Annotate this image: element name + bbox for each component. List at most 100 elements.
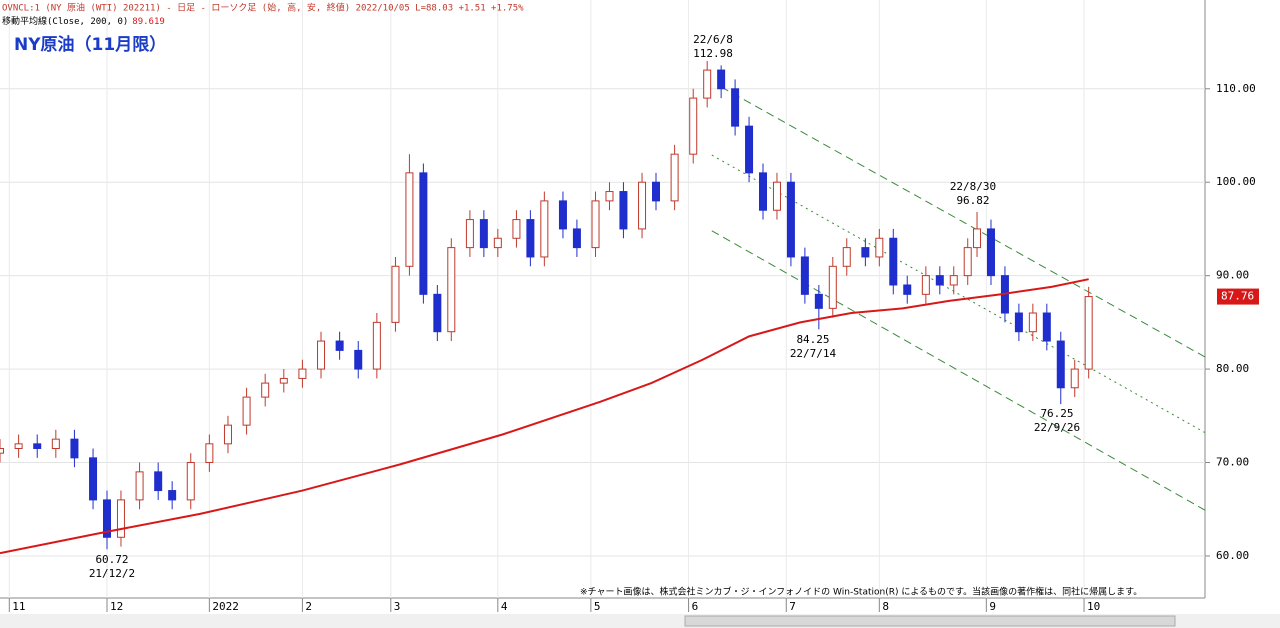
x-tick-label: 10	[1087, 600, 1100, 613]
candle-body	[903, 284, 912, 295]
candle-body	[921, 275, 930, 295]
candle-body	[540, 200, 549, 258]
candle-body	[205, 443, 214, 464]
candle-body	[1042, 312, 1051, 342]
candle-body	[493, 237, 502, 249]
candle-body	[772, 181, 781, 211]
y-tick-label: 60.00	[1216, 549, 1249, 562]
x-tick-label: 4	[501, 600, 508, 613]
x-tick-label: 9	[989, 600, 996, 613]
y-tick-label: 110.00	[1216, 82, 1256, 95]
candle-body	[261, 382, 270, 398]
candle-body	[433, 293, 442, 333]
candle-body	[14, 443, 23, 449]
scroll-thumb[interactable]	[684, 615, 1176, 627]
candle-body	[670, 153, 679, 202]
candle-body	[652, 181, 661, 202]
y-tick-label: 80.00	[1216, 362, 1249, 375]
candle-body	[33, 443, 42, 449]
candle-body	[842, 247, 851, 267]
candle-body	[103, 499, 112, 538]
annotation-value: 76.25	[1040, 407, 1073, 420]
y-tick-label: 90.00	[1216, 269, 1249, 282]
annotation-date: 22/9/26	[1034, 421, 1080, 434]
candle-body	[154, 471, 163, 492]
x-tick-label: 12	[110, 600, 123, 613]
candle-body	[279, 377, 288, 384]
annotation-value: 84.25	[796, 333, 829, 346]
candle-body	[786, 181, 795, 258]
candle-body	[745, 125, 754, 174]
x-tick-label: 3	[394, 600, 401, 613]
candle-body	[800, 256, 809, 295]
x-tick-label: 7	[789, 600, 796, 613]
x-tick-label: 11	[12, 600, 25, 613]
candle-body	[814, 293, 823, 309]
annotation-date: 22/6/8	[693, 33, 733, 46]
candle-body	[116, 499, 125, 538]
candle-body	[619, 191, 628, 230]
candle-body	[186, 462, 195, 501]
candle-body	[861, 247, 870, 258]
candle-body	[828, 265, 837, 309]
candle-body	[419, 172, 428, 295]
ma-label: 移動平均線(Close, 200, 0)	[2, 15, 128, 27]
y-tick-label: 100.00	[1216, 175, 1256, 188]
candle-body	[317, 340, 326, 370]
x-tick-label: 8	[882, 600, 889, 613]
candle-body	[605, 191, 614, 202]
candle-body	[242, 396, 251, 426]
y-tick-label: 70.00	[1216, 456, 1249, 469]
candle-body	[526, 219, 535, 258]
x-tick-label: 2022	[212, 600, 239, 613]
trendline	[720, 86, 1206, 358]
chart-title: NY原油（11月限）	[14, 34, 166, 55]
candle-body	[51, 438, 60, 449]
annotation-date: 22/8/30	[950, 180, 996, 193]
candle-body	[591, 200, 600, 249]
candle-body	[512, 219, 521, 239]
candle-body	[298, 368, 307, 379]
last-price-box	[1217, 288, 1259, 305]
candle-body	[479, 219, 488, 249]
candle-body	[759, 172, 768, 211]
ma-value: 89.619	[132, 17, 165, 27]
source-note: ※チャート画像は、株式会社ミンカブ・ジ・インフォノイドの Win-Station…	[580, 586, 1142, 598]
annotation-value: 112.98	[693, 47, 733, 60]
candle-body	[689, 97, 698, 155]
candle-body	[935, 275, 944, 286]
annotation-value: 60.72	[95, 553, 128, 566]
trendline	[711, 230, 1206, 511]
last-price-label: 87.76	[1221, 290, 1254, 303]
candle-body	[465, 219, 474, 249]
header: OVNCL:1 (NY 原油 (WTI) 202211) - 日足 - ローソク…	[2, 2, 524, 14]
annotation-date: 21/12/2	[89, 567, 135, 580]
candle-body	[372, 321, 381, 370]
trendline	[711, 154, 1206, 434]
candle-body	[89, 457, 98, 501]
ma-legend: 移動平均線(Close, 200, 0) 89.619	[2, 15, 165, 27]
candle-body	[168, 490, 177, 501]
candle-body	[889, 237, 898, 286]
candle-body	[1014, 312, 1023, 333]
candle-body	[963, 247, 972, 277]
candle-body	[1084, 296, 1093, 370]
candle-body	[1056, 340, 1065, 389]
annotation-date: 22/7/14	[790, 347, 837, 360]
candle-body	[1070, 368, 1079, 389]
candle-body	[223, 424, 232, 445]
candle-body	[70, 438, 79, 459]
candle-body	[354, 349, 363, 370]
candle-body	[335, 340, 344, 351]
candle-body	[875, 237, 884, 258]
candle-body	[986, 228, 995, 277]
candle-body	[405, 172, 414, 267]
candle-body	[731, 88, 740, 127]
candle-body	[949, 275, 958, 286]
candle-body	[0, 448, 4, 454]
candle-body	[558, 200, 567, 230]
x-tick-label: 6	[692, 600, 699, 613]
candle-body	[572, 228, 581, 249]
candle-body	[447, 247, 456, 333]
